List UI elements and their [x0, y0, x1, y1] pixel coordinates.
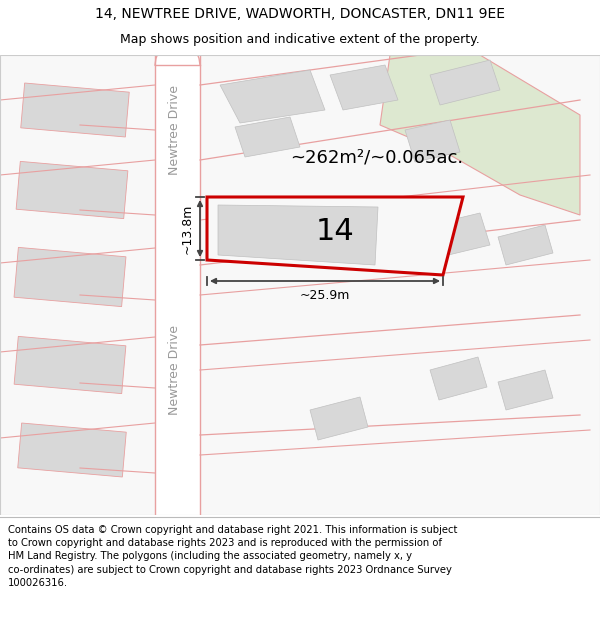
Polygon shape	[330, 65, 398, 110]
Text: Map shows position and indicative extent of the property.: Map shows position and indicative extent…	[120, 33, 480, 46]
Text: Newtree Drive: Newtree Drive	[169, 85, 182, 175]
FancyBboxPatch shape	[21, 83, 129, 137]
Text: Newtree Drive: Newtree Drive	[169, 325, 182, 415]
Text: ~13.8m: ~13.8m	[181, 203, 194, 254]
FancyBboxPatch shape	[18, 423, 126, 477]
FancyBboxPatch shape	[14, 336, 126, 394]
Polygon shape	[430, 60, 500, 105]
Text: 14: 14	[316, 217, 355, 246]
Polygon shape	[218, 205, 378, 265]
Text: Contains OS data © Crown copyright and database right 2021. This information is : Contains OS data © Crown copyright and d…	[8, 525, 457, 588]
Polygon shape	[380, 55, 580, 215]
Polygon shape	[498, 225, 553, 265]
Polygon shape	[207, 197, 463, 275]
Bar	[155, 55, 200, 515]
Text: 14, NEWTREE DRIVE, WADWORTH, DONCASTER, DN11 9EE: 14, NEWTREE DRIVE, WADWORTH, DONCASTER, …	[95, 7, 505, 21]
Polygon shape	[405, 120, 460, 162]
Text: ~262m²/~0.065ac.: ~262m²/~0.065ac.	[290, 148, 463, 166]
FancyBboxPatch shape	[16, 161, 128, 219]
Polygon shape	[430, 357, 487, 400]
FancyBboxPatch shape	[14, 248, 126, 307]
Polygon shape	[430, 213, 490, 257]
Polygon shape	[220, 70, 325, 123]
Polygon shape	[235, 117, 300, 157]
Polygon shape	[498, 370, 553, 410]
Polygon shape	[155, 42, 200, 65]
Text: ~25.9m: ~25.9m	[300, 289, 350, 302]
Polygon shape	[310, 397, 368, 440]
